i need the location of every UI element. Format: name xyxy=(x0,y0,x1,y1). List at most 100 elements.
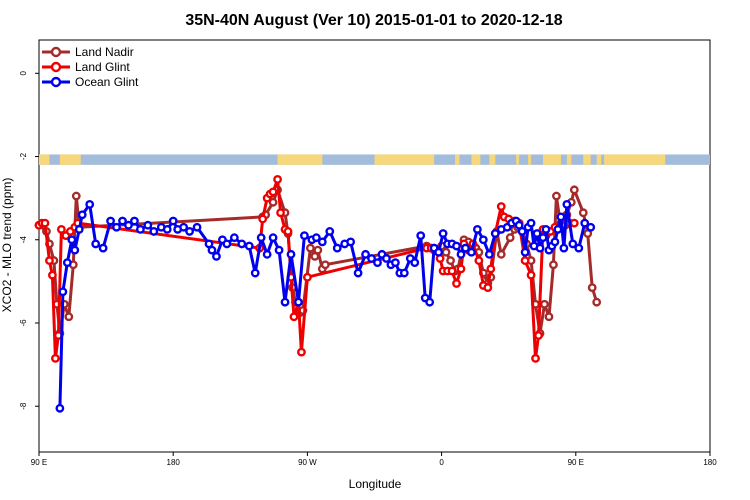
plot-area xyxy=(38,39,711,453)
data-point xyxy=(229,233,239,243)
data-point xyxy=(346,237,356,247)
data-point xyxy=(320,260,330,270)
data-point xyxy=(317,237,327,247)
data-point xyxy=(549,260,558,270)
data-point xyxy=(62,258,72,268)
data-point xyxy=(456,249,466,259)
data-point xyxy=(311,233,321,243)
data-point xyxy=(447,266,457,276)
data-point xyxy=(353,268,363,278)
data-point xyxy=(332,243,342,253)
x-tick-label: 0 xyxy=(439,458,444,467)
land-band xyxy=(583,154,591,165)
data-point xyxy=(474,256,484,265)
data-point xyxy=(517,227,527,236)
data-point xyxy=(472,224,482,234)
land-band xyxy=(596,154,602,165)
data-point xyxy=(192,222,202,232)
data-point xyxy=(179,222,189,232)
data-point xyxy=(410,258,420,268)
data-point xyxy=(486,264,496,274)
data-point xyxy=(85,199,95,209)
data-point xyxy=(55,403,65,413)
data-point xyxy=(520,247,530,257)
data-point xyxy=(592,297,602,307)
data-point xyxy=(382,254,391,263)
data-point xyxy=(505,233,515,243)
axes: 90 E 180 90 W 0 90 E 180 0 -2 -4 -6 -8 xyxy=(19,71,717,467)
data-point xyxy=(416,231,426,240)
data-point xyxy=(456,264,466,274)
data-point xyxy=(51,353,60,363)
x-tick-label: 180 xyxy=(703,458,717,467)
data-point xyxy=(496,202,506,211)
land-band xyxy=(471,154,481,165)
land-band xyxy=(277,154,323,165)
data-point xyxy=(283,227,293,236)
series-layer xyxy=(34,175,602,413)
data-point xyxy=(40,218,50,228)
data-point xyxy=(367,254,376,263)
land-band xyxy=(489,154,496,165)
legend-item: Land Nadir xyxy=(42,45,134,59)
data-point xyxy=(294,297,303,307)
data-point xyxy=(574,243,584,253)
data-point xyxy=(446,256,455,265)
data-point xyxy=(526,218,536,228)
data-point xyxy=(268,187,278,197)
legend-label: Land Nadir xyxy=(75,45,134,59)
plot-frame xyxy=(38,39,711,453)
data-point xyxy=(112,222,121,232)
data-point xyxy=(467,247,476,257)
legend-item: Land Glint xyxy=(42,60,130,74)
land-band xyxy=(39,154,50,165)
data-point xyxy=(580,218,590,228)
data-point xyxy=(569,218,579,228)
data-point xyxy=(541,224,551,234)
data-point xyxy=(461,243,470,253)
y-tick-label: -6 xyxy=(19,319,28,327)
data-point xyxy=(569,185,579,195)
data-point xyxy=(71,191,81,201)
land-band xyxy=(542,154,561,165)
data-point xyxy=(297,347,306,357)
data-point xyxy=(106,216,115,226)
data-point xyxy=(438,229,448,238)
data-point xyxy=(135,224,145,234)
data-point xyxy=(490,229,500,238)
data-point xyxy=(484,249,494,259)
data-point xyxy=(162,224,172,234)
data-point xyxy=(399,268,409,278)
data-point xyxy=(280,297,290,307)
data-point xyxy=(143,220,153,230)
data-point xyxy=(520,256,530,265)
y-tick-label: -8 xyxy=(19,402,28,410)
data-point xyxy=(425,297,435,307)
legend-marker xyxy=(50,61,62,73)
data-point xyxy=(313,245,323,255)
data-point xyxy=(207,245,217,255)
legend-label: Land Glint xyxy=(75,60,130,74)
data-point xyxy=(544,312,554,322)
y-axis-label: XCO2 - MLO trend (ppm) xyxy=(0,178,14,313)
data-point xyxy=(168,216,178,226)
land-band xyxy=(374,154,435,165)
data-point xyxy=(45,256,54,265)
x-axis-label: Longitude xyxy=(349,477,402,491)
data-point xyxy=(452,279,461,288)
data-point xyxy=(552,191,561,201)
data-point xyxy=(77,210,87,220)
data-point xyxy=(434,247,444,257)
land-band xyxy=(455,154,460,165)
x-tick-label: 90 E xyxy=(568,458,584,467)
data-point xyxy=(496,249,506,259)
data-point xyxy=(568,239,578,249)
data-point xyxy=(74,224,84,234)
data-point xyxy=(256,233,266,243)
data-point xyxy=(258,214,268,224)
y-tick-label: -4 xyxy=(19,236,28,244)
data-point xyxy=(91,239,101,249)
data-point xyxy=(452,241,461,251)
data-point xyxy=(441,247,451,257)
